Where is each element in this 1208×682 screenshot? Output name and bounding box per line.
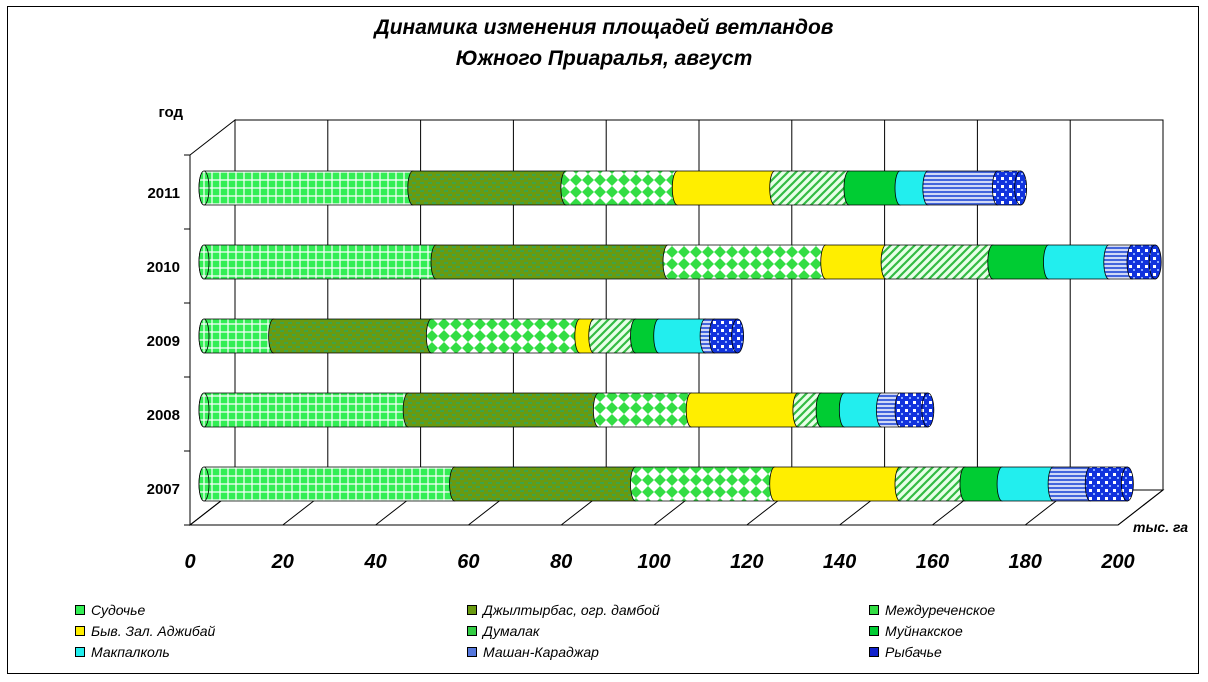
legend-label: Макпалколь <box>91 644 170 660</box>
bar-segment <box>1126 244 1162 280</box>
bar-start-cap <box>198 318 210 354</box>
bar-segment <box>430 244 674 280</box>
y-axis-label: год <box>158 104 183 121</box>
x-tick-label: 0 <box>184 551 195 573</box>
bar-segment <box>268 318 437 354</box>
legend-item: Быв. Зал. Аджибай <box>75 621 215 641</box>
legend-item: Муйнакское <box>869 621 963 641</box>
legend-label: Междуреченское <box>885 602 996 618</box>
bar-segment <box>198 170 419 206</box>
legend-swatch <box>467 605 477 615</box>
bar-segment <box>709 318 744 354</box>
bar-segment <box>449 466 641 502</box>
bar-cap <box>1148 244 1162 280</box>
legend-label: Джылтырбас, огр. дамбой <box>483 602 660 618</box>
y-tick-label: 2008 <box>147 407 180 424</box>
x-tick-label: 180 <box>1009 551 1042 573</box>
chart-legend: Судочье Джылтырбас, огр. дамбой Междуречен… <box>75 600 1185 678</box>
bar-segment <box>1043 244 1115 280</box>
legend-item: Джылтырбас, огр. дамбой <box>467 600 660 620</box>
bar-start-cap <box>198 170 210 206</box>
x-tick-label: 80 <box>550 551 572 573</box>
legend-swatch <box>467 647 477 657</box>
x-tick-label: 120 <box>730 551 763 573</box>
x-tick-label: 140 <box>823 551 856 573</box>
bar-segment <box>198 392 414 428</box>
bar-segment <box>1084 466 1134 502</box>
bar-segment <box>198 318 279 354</box>
bar-cap <box>921 392 935 428</box>
legend-swatch <box>869 605 879 615</box>
bar-start-cap <box>198 244 210 280</box>
legend-label: Судочье <box>91 602 146 618</box>
legend-item: Машан-Караджар <box>467 642 599 662</box>
legend-item: Думалак <box>467 621 540 641</box>
bar-segment <box>880 244 999 280</box>
bar-segment <box>630 466 781 502</box>
y-tick-label: 2007 <box>147 481 180 498</box>
bar-segment <box>769 466 906 502</box>
bar-segment <box>198 466 460 502</box>
bar-segment <box>407 170 572 206</box>
legend-label: Машан-Караджар <box>483 644 599 660</box>
bar-cap <box>731 318 744 354</box>
bar-segment <box>560 170 683 206</box>
x-tick-label: 40 <box>363 551 386 573</box>
y-tick-label: 2010 <box>147 259 180 276</box>
bar-segment <box>992 170 1028 206</box>
legend-swatch <box>869 647 879 657</box>
bar-segment <box>894 392 935 428</box>
x-axis-label: тыс. га <box>1133 519 1188 535</box>
bar-cap <box>1120 466 1134 502</box>
bar-segment <box>894 466 971 502</box>
bar-segment <box>769 170 855 206</box>
legend-item: Рыбачье <box>869 642 942 662</box>
x-tick-label: 200 <box>1100 551 1134 573</box>
bar-segment <box>662 244 832 280</box>
legend-item: Макпалколь <box>75 642 170 662</box>
bar-start-cap <box>198 392 210 428</box>
legend-label: Муйнакское <box>885 623 963 639</box>
legend-swatch <box>75 647 85 657</box>
x-tick-label: 160 <box>916 551 949 573</box>
floor-gridline <box>1117 489 1164 526</box>
legend-item: Междуреченское <box>869 600 995 620</box>
bar-segment <box>402 392 604 428</box>
bar-segment <box>198 244 442 280</box>
legend-swatch <box>75 605 85 615</box>
legend-item: Судочье <box>75 600 145 620</box>
bar-segment <box>685 392 804 428</box>
bar-segment <box>671 170 781 206</box>
bar-start-cap <box>198 466 210 502</box>
legend-label: Быв. Зал. Аджибай <box>91 623 216 639</box>
bar-segment <box>922 170 1003 206</box>
chart-title: Динамика изменения площадей ветландов <box>374 16 834 39</box>
legend-label: Рыбачье <box>885 644 942 660</box>
x-tick-label: 20 <box>271 551 294 573</box>
bar-segment <box>820 244 892 280</box>
x-tick-label: 100 <box>637 551 670 573</box>
y-tick-label: 2011 <box>147 185 180 202</box>
legend-swatch <box>467 626 477 636</box>
bar-segment <box>593 392 697 428</box>
bar-segment <box>425 318 586 354</box>
legend-label: Думалак <box>483 623 540 639</box>
y-tick-label: 2009 <box>147 333 180 350</box>
chart-subtitle: Южного Приаралья, август <box>455 47 753 70</box>
legend-swatch <box>75 626 85 636</box>
bar-cap <box>1014 170 1028 206</box>
legend-swatch <box>869 626 879 636</box>
x-tick-label: 60 <box>457 551 479 573</box>
